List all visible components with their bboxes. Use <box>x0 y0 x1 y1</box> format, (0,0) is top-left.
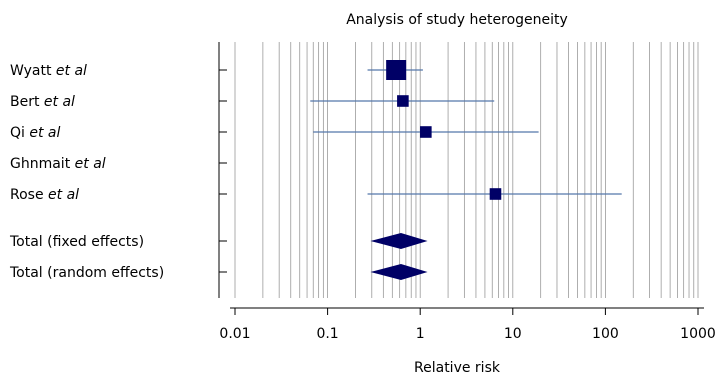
study-row: Ghnmait et al <box>10 156 227 172</box>
row-label: Total (fixed effects) <box>9 234 144 250</box>
row-label-suffix: et al <box>29 125 60 141</box>
x-tick-label: 0.01 <box>219 326 250 342</box>
effect-marker <box>420 126 432 138</box>
x-tick-label: 0.1 <box>316 326 338 342</box>
x-axis-label: Relative risk <box>414 360 501 376</box>
row-label-name: Total (random effects) <box>9 265 164 281</box>
row-label: Wyatt et al <box>10 63 87 79</box>
row-label-name: Rose <box>10 187 44 203</box>
row-label: Bert et al <box>10 94 75 110</box>
row-label: Ghnmait et al <box>10 156 106 172</box>
row-label-name: Qi <box>10 125 25 141</box>
pooled-row: Total (random effects) <box>9 264 428 281</box>
row-label-suffix: et al <box>75 156 106 172</box>
row-label: Rose et al <box>10 187 79 203</box>
chart-title: Analysis of study heterogeneity <box>346 12 568 28</box>
row-label-name: Ghnmait <box>10 156 71 172</box>
study-row: Bert et al <box>10 94 495 110</box>
x-tick-label: 1000 <box>680 326 716 342</box>
effect-marker <box>397 95 409 107</box>
x-axis-ticks: 0.01 0.1 1 10 100 1000 <box>219 308 716 342</box>
row-label-name: Total (fixed effects) <box>9 234 144 250</box>
row-label: Qi et al <box>10 125 61 141</box>
row-label-suffix: et al <box>56 63 87 79</box>
study-row: Wyatt et al <box>10 60 423 80</box>
row-label-name: Bert <box>10 94 40 110</box>
x-tick-label: 1 <box>416 326 425 342</box>
grid <box>234 42 699 298</box>
pooled-diamond <box>370 264 428 280</box>
pooled-diamond <box>370 233 428 249</box>
effect-marker <box>489 188 502 200</box>
pooled-row: Total (fixed effects) <box>9 233 428 250</box>
study-row: Qi et al <box>10 125 539 141</box>
effect-marker <box>386 60 407 80</box>
study-row: Rose et al <box>10 187 622 203</box>
row-label: Total (random effects) <box>9 265 164 281</box>
x-tick-label: 10 <box>504 326 522 342</box>
x-tick-label: 100 <box>592 326 619 342</box>
row-label-name: Wyatt <box>10 63 52 79</box>
row-label-suffix: et al <box>48 187 79 203</box>
row-label-suffix: et al <box>44 94 75 110</box>
